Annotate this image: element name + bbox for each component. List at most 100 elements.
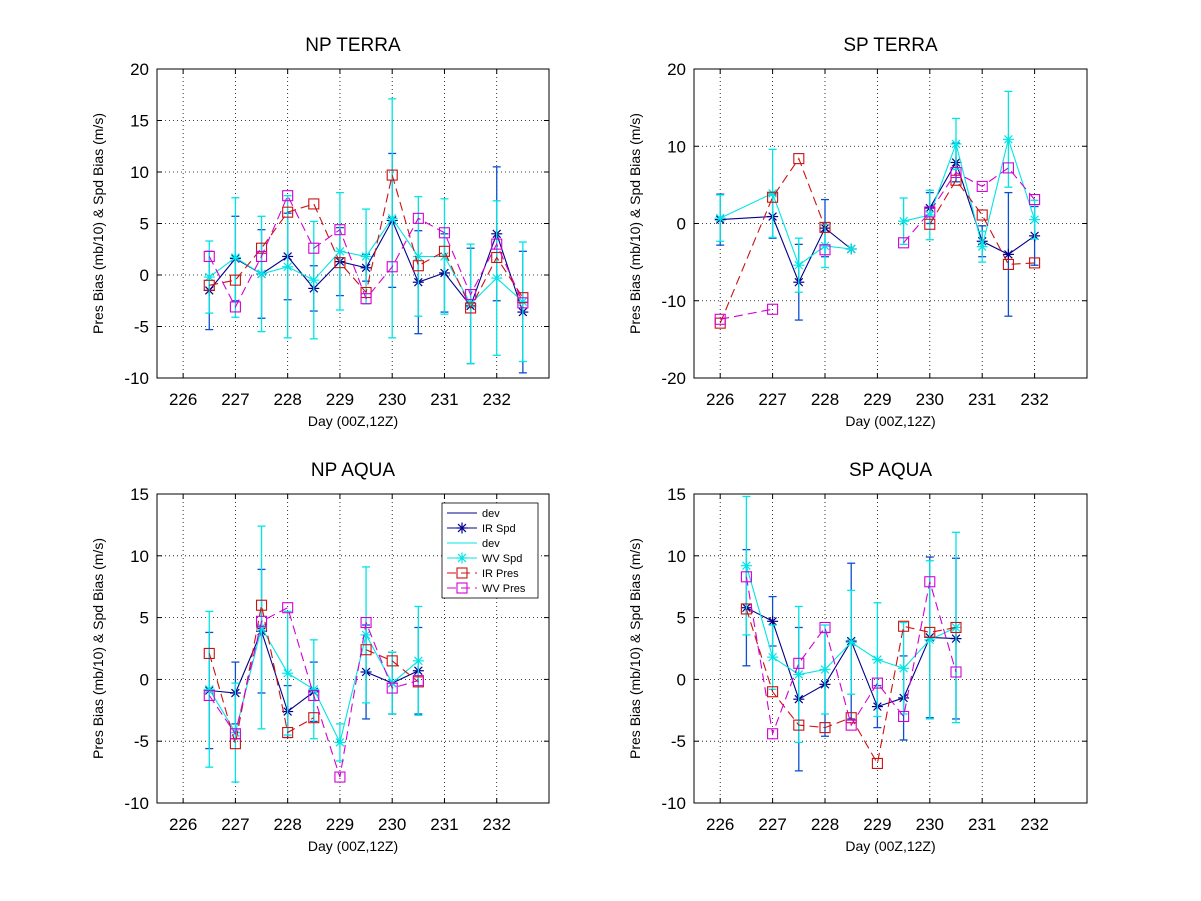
- legend-entry: dev: [447, 538, 500, 550]
- y-tick-label: 20: [130, 60, 149, 79]
- data-point: [1029, 194, 1041, 206]
- y-tick-label: 0: [140, 266, 149, 285]
- data-point: [740, 560, 752, 572]
- data-point: [1002, 258, 1014, 270]
- data-point: [438, 227, 451, 239]
- data-point: [517, 297, 529, 309]
- data-point: [871, 677, 883, 689]
- grid: [694, 68, 1087, 379]
- data-point: [386, 682, 398, 694]
- chart-panel-4: 226 227 228 229 230 231 232 -10 -5 0 5 10 15 SP AQUA D…: [627, 460, 1088, 854]
- x-tick-label: 227: [221, 815, 249, 834]
- series-line: [929, 179, 1035, 265]
- data-point: [871, 757, 883, 769]
- series-wv-spd: [203, 525, 424, 783]
- data-point: [924, 218, 936, 230]
- x-tick-label: 227: [221, 390, 249, 409]
- x-tick-label: 228: [273, 815, 301, 834]
- legend-label: IR Spd: [482, 523, 516, 535]
- data-point: [1002, 248, 1014, 260]
- data-point: [282, 602, 294, 614]
- data-point: [360, 616, 372, 629]
- y-axis-label: Pres Bias (mb/10) & Spd Bias (m/s): [627, 538, 643, 759]
- legend: dev IR Spd dev WV Spd IR Pres WV Pres: [441, 502, 539, 599]
- legend-entry: dev: [447, 508, 500, 520]
- data-point: [1002, 133, 1014, 145]
- legend-entry: IR Pres: [447, 567, 519, 580]
- series-line: [745, 608, 957, 765]
- y-tick-label: 20: [667, 60, 686, 79]
- series-line: [745, 576, 957, 736]
- data-point: [819, 621, 831, 634]
- data-point: [924, 626, 936, 638]
- x-tick-label: 228: [811, 390, 839, 409]
- series-ir-pres: [203, 599, 424, 750]
- data-point: [793, 719, 805, 731]
- legend-label: dev: [482, 538, 500, 550]
- legend-marker: [456, 582, 468, 594]
- data-point: [924, 634, 936, 646]
- data-point: [898, 710, 910, 723]
- x-tick-label: 232: [483, 390, 511, 409]
- data-point: [308, 689, 320, 702]
- data-point: [950, 138, 962, 150]
- y-tick-label: -10: [661, 794, 686, 813]
- data-point: [308, 712, 320, 724]
- series-wv-pres: [740, 571, 962, 740]
- data-point: [767, 187, 779, 199]
- y-tick-label: -10: [124, 369, 149, 388]
- data-point: [898, 620, 910, 632]
- data-point: [229, 728, 241, 740]
- data-point: [767, 303, 779, 315]
- data-point: [898, 215, 910, 227]
- x-tick-label: 230: [378, 390, 406, 409]
- data-point: [334, 771, 346, 783]
- x-tick-label: 226: [169, 815, 197, 834]
- y-tick-label: 0: [140, 670, 149, 689]
- plot-frame: [693, 493, 1088, 804]
- legend-entry: WV Pres: [447, 582, 526, 595]
- series-line: [719, 192, 852, 267]
- y-tick-label: 15: [130, 485, 149, 504]
- data-point: [871, 654, 883, 666]
- chart-title: SP AQUA: [849, 460, 932, 481]
- x-tick-label: 232: [483, 815, 511, 834]
- legend-marker: [456, 552, 468, 564]
- data-point: [819, 221, 831, 233]
- data-point: [793, 657, 805, 669]
- y-tick-label: -5: [134, 732, 149, 751]
- series-line: [208, 194, 524, 309]
- data-point: [308, 198, 320, 210]
- data-point: [950, 621, 962, 633]
- data-point: [386, 212, 398, 224]
- x-tick-label: 227: [758, 390, 786, 409]
- y-tick-label: 10: [130, 163, 149, 182]
- legend-label: dev: [482, 508, 500, 520]
- grid: [694, 493, 1087, 804]
- data-point: [976, 180, 988, 192]
- chart-panel-3: 226 227 228 229 230 231 232 -10 -5 0 5 10 15 NP AQUA D…: [90, 460, 550, 854]
- data-point: [308, 683, 320, 695]
- data-point: [360, 250, 372, 262]
- data-point: [491, 238, 503, 250]
- data-point: [334, 245, 346, 257]
- data-point: [282, 667, 294, 679]
- series-line: [720, 308, 773, 320]
- data-point: [229, 251, 241, 263]
- data-point: [282, 261, 294, 273]
- data-point: [924, 209, 936, 221]
- data-point: [203, 271, 215, 283]
- data-point: [924, 206, 936, 218]
- series-line: [208, 605, 315, 744]
- data-point: [203, 683, 215, 695]
- chart-title: NP TERRA: [305, 35, 401, 56]
- x-tick-label: 231: [968, 390, 996, 409]
- data-point: [976, 241, 988, 253]
- data-point: [819, 244, 831, 256]
- data-point: [793, 259, 805, 271]
- x-axis-label: Day (00Z,12Z): [308, 413, 398, 429]
- y-tick-label: 5: [140, 609, 149, 628]
- data-point: [255, 615, 268, 627]
- data-point: [360, 293, 372, 305]
